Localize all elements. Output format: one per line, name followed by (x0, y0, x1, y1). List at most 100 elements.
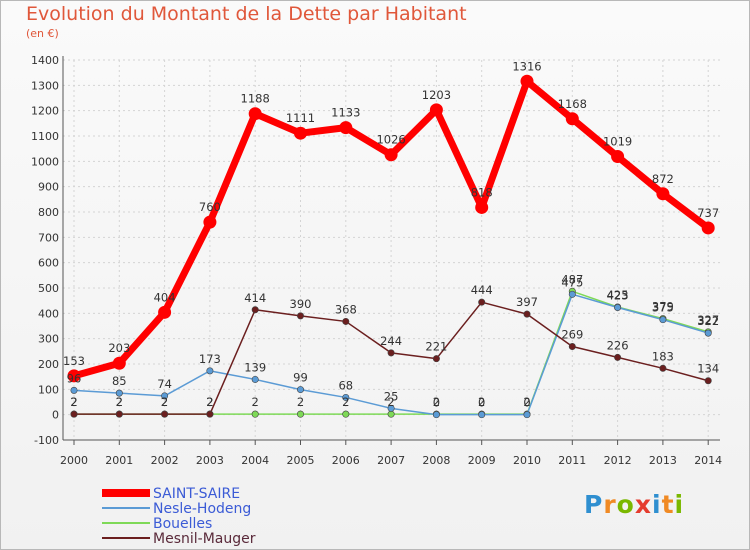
axes: -100010020030040050060070080090010001100… (31, 54, 722, 467)
data-point (704, 377, 712, 385)
data-point (432, 355, 440, 363)
data-label: 327 (697, 313, 719, 327)
y-tick-label: 1100 (31, 130, 59, 143)
data-point (296, 386, 304, 394)
data-point (568, 290, 576, 298)
data-label: 2 (161, 395, 168, 409)
y-tick-label: 200 (38, 358, 59, 371)
x-tick-label: 2003 (196, 454, 224, 467)
data-point (161, 410, 169, 418)
data-label: 25 (384, 389, 399, 403)
y-tick-label: 600 (38, 257, 59, 270)
x-tick-label: 2005 (287, 454, 315, 467)
data-label: 872 (652, 172, 674, 186)
data-point (611, 150, 625, 164)
data-label: 368 (335, 302, 357, 316)
data-point (67, 369, 81, 383)
data-point (206, 367, 214, 375)
data-label: 2 (387, 395, 394, 409)
data-label: 818 (471, 185, 493, 199)
y-tick-label: 1400 (31, 54, 59, 67)
legend-label: Nesle-Hodeng (153, 501, 251, 517)
data-label: 2 (433, 395, 440, 409)
data-label: 760 (199, 200, 221, 214)
y-tick-label: 1300 (31, 79, 59, 92)
data-label: 322 (697, 314, 719, 328)
data-label: 2 (70, 395, 77, 409)
data-label: 397 (516, 295, 538, 309)
x-tick-label: 2001 (105, 454, 133, 467)
data-point (248, 107, 262, 121)
data-label: 390 (290, 297, 312, 311)
data-label: 0 (433, 396, 440, 410)
data-point (523, 310, 531, 318)
data-point (70, 410, 78, 418)
x-tick-label: 2006 (332, 454, 360, 467)
y-tick-label: 400 (38, 307, 59, 320)
data-point (523, 411, 531, 419)
data-label: 2 (252, 395, 259, 409)
x-tick-label: 2002 (151, 454, 179, 467)
data-label: 404 (154, 290, 176, 304)
data-label: 203 (108, 341, 130, 355)
chart-title: Evolution du Montant de la Dette par Hab… (26, 3, 467, 25)
data-point (251, 306, 259, 314)
data-label: 74 (157, 377, 172, 391)
data-label: 2 (161, 395, 168, 409)
data-label: 2 (206, 395, 213, 409)
data-label: 0 (478, 396, 485, 410)
data-label: 244 (380, 334, 402, 348)
data-label: 0 (523, 396, 530, 410)
data-label: 1111 (286, 111, 315, 125)
data-label: 1188 (241, 92, 270, 106)
data-label: 2 (116, 395, 123, 409)
series-layer (67, 74, 715, 419)
data-point (251, 410, 259, 418)
data-label: 226 (607, 338, 629, 352)
data-point (478, 411, 486, 419)
legend-label: Bouelles (153, 516, 212, 532)
data-label: 269 (561, 328, 583, 342)
labels-layer: 153 203 404 760 1188 1111 1133 1026 1203 818 1316 1… (63, 59, 719, 409)
data-label: 423 (607, 289, 629, 303)
data-label: 375 (652, 301, 674, 315)
data-label: 183 (652, 349, 674, 363)
data-point (342, 410, 350, 418)
data-label: 2 (206, 395, 213, 409)
x-tick-label: 2012 (604, 454, 632, 467)
data-point (656, 187, 670, 201)
data-label: 221 (425, 340, 447, 354)
data-label: 1133 (331, 106, 360, 120)
y-tick-label: 900 (38, 181, 59, 194)
data-label: 153 (63, 354, 85, 368)
x-tick-label: 2000 (60, 454, 88, 467)
data-point (161, 392, 169, 400)
data-label: 2 (70, 395, 77, 409)
proxiti-logo: Proxiti (584, 490, 685, 519)
data-point (478, 298, 486, 306)
y-tick-label: 1200 (31, 105, 59, 118)
data-point (387, 410, 395, 418)
x-tick-label: 2009 (468, 454, 496, 467)
legend-label: SAINT-SAIRE (153, 486, 240, 502)
chart-subtitle: (en €) (26, 27, 59, 40)
data-point (70, 386, 78, 394)
y-tick-label: 700 (38, 231, 59, 244)
grid (63, 59, 720, 441)
data-point (387, 404, 395, 412)
y-tick-label: 300 (38, 333, 59, 346)
data-point (112, 356, 126, 370)
x-tick-label: 2004 (241, 454, 269, 467)
x-tick-label: 2008 (422, 454, 450, 467)
x-tick-label: 2007 (377, 454, 405, 467)
data-label: 139 (244, 360, 266, 374)
data-label: 2 (342, 395, 349, 409)
data-label: 99 (293, 371, 308, 385)
y-tick-label: 100 (38, 383, 59, 396)
data-point (701, 221, 715, 235)
y-tick-label: 1000 (31, 155, 59, 168)
data-point (206, 410, 214, 418)
data-label: 425 (607, 288, 629, 302)
